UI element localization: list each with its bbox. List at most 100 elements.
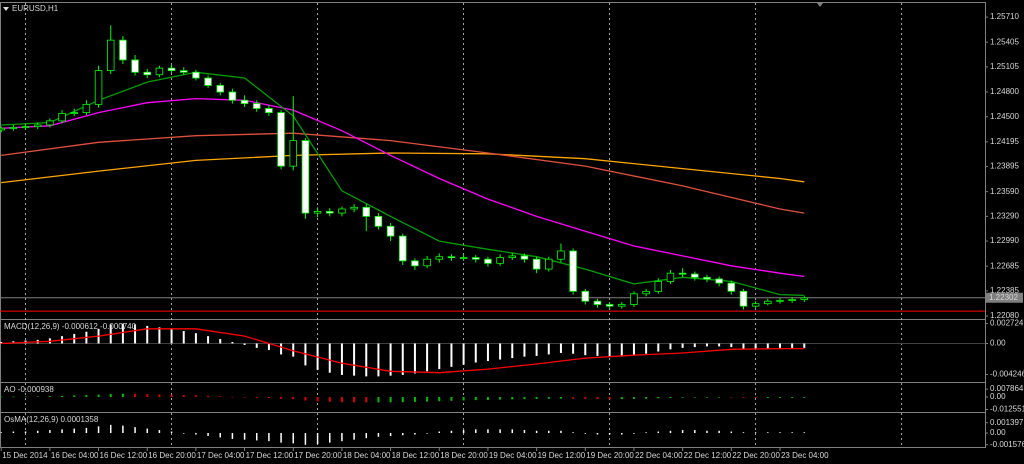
candle-body xyxy=(167,67,176,72)
menu-triangle[interactable] xyxy=(3,7,9,11)
candle-body xyxy=(618,304,626,307)
histogram-bar xyxy=(231,433,234,439)
histogram-bar xyxy=(450,343,453,367)
y-tick-label: 0.00 xyxy=(990,339,1006,348)
y-tick-label: -0.001576 xyxy=(990,440,1024,449)
histogram-bar xyxy=(255,433,258,441)
histogram-bar xyxy=(779,432,781,434)
x-tick-label: 17 Dec 04:00 xyxy=(197,451,245,460)
candle-body xyxy=(277,112,285,167)
y-tick-label: 1.22385 xyxy=(990,286,1019,295)
candle-body xyxy=(21,126,30,129)
candle-body xyxy=(70,112,78,115)
histogram-bar xyxy=(657,397,660,399)
histogram-bar xyxy=(146,428,148,434)
candle-body xyxy=(265,108,273,114)
indicator-line xyxy=(1,97,805,278)
histogram-bar xyxy=(632,397,635,399)
candle-body xyxy=(192,71,200,79)
histogram-bar xyxy=(97,394,100,397)
histogram-bar xyxy=(754,432,757,434)
histogram-bar xyxy=(73,428,75,434)
histogram-bar xyxy=(328,397,331,402)
candle-body xyxy=(435,256,444,260)
y-tick-label: 1.24195 xyxy=(990,137,1019,146)
histogram-bar xyxy=(705,343,708,347)
histogram-bar xyxy=(694,430,696,434)
histogram-bar xyxy=(413,397,416,402)
histogram-bar xyxy=(292,343,295,357)
histogram-bar xyxy=(328,343,331,373)
y-tick-label: 0.001397 xyxy=(990,418,1024,427)
candle-body xyxy=(678,272,687,275)
histogram-bar xyxy=(791,343,794,348)
y-tick-label: 0.002724 xyxy=(990,319,1024,328)
histogram-bar xyxy=(134,393,137,397)
histogram-bar xyxy=(304,397,307,401)
histogram-bar xyxy=(548,430,550,434)
candle-body xyxy=(703,276,711,280)
x-tick-label: 16 Dec 04:00 xyxy=(51,451,99,460)
candle-body xyxy=(508,255,517,258)
candle-body xyxy=(776,299,784,302)
candle-body xyxy=(545,258,553,270)
histogram-bar xyxy=(778,343,781,348)
histogram-bar xyxy=(365,343,368,377)
x-tick-label: 23 Dec 04:00 xyxy=(781,451,829,460)
y-tick-label: 1.24500 xyxy=(990,112,1019,121)
histogram-bar xyxy=(24,431,27,434)
histogram-bar xyxy=(329,433,331,443)
x-tick-label: 19 Dec 20:00 xyxy=(586,451,634,460)
histogram-bar xyxy=(742,397,745,398)
histogram-bar xyxy=(0,396,3,398)
histogram-bar xyxy=(401,343,404,375)
histogram-bar xyxy=(559,343,562,353)
candle-body xyxy=(569,250,577,292)
histogram-bar xyxy=(681,397,684,398)
histogram-bar xyxy=(194,395,197,397)
histogram-bar xyxy=(340,343,343,375)
histogram-bar xyxy=(158,327,161,344)
candle-body xyxy=(654,281,663,292)
candle-body xyxy=(58,113,66,122)
histogram-bar xyxy=(584,433,587,434)
histogram-bar xyxy=(207,336,210,344)
histogram-bar xyxy=(231,396,234,398)
histogram-bar xyxy=(596,397,599,399)
histogram-bar xyxy=(158,394,161,397)
histogram-bar xyxy=(340,397,343,403)
candle-body xyxy=(484,258,492,264)
histogram-bar xyxy=(596,433,599,435)
candle-body xyxy=(459,257,468,259)
histogram-bar xyxy=(547,343,550,355)
histogram-bar xyxy=(560,430,562,434)
histogram-bar xyxy=(219,339,222,344)
indicator-line xyxy=(1,71,805,297)
candle-body xyxy=(9,127,18,129)
histogram-bar xyxy=(231,342,234,344)
histogram-bar xyxy=(681,430,684,434)
candle-body xyxy=(326,211,334,214)
histogram-bar xyxy=(730,397,733,398)
histogram-bar xyxy=(572,397,575,399)
x-tick-label: 15 Dec 2014 xyxy=(2,451,48,460)
histogram-bar xyxy=(778,397,781,398)
candle-body xyxy=(374,215,383,227)
histogram-bar xyxy=(402,433,404,436)
histogram-bar xyxy=(0,432,2,434)
histogram-bar xyxy=(182,395,185,397)
histogram-bar xyxy=(182,433,185,434)
histogram-bar xyxy=(620,397,623,400)
histogram-bar xyxy=(633,433,635,434)
histogram-bar xyxy=(353,397,356,403)
histogram-bar xyxy=(645,397,648,399)
histogram-bar xyxy=(486,343,489,362)
histogram-bar xyxy=(450,430,453,434)
histogram-bar xyxy=(718,397,721,398)
y-tick-label: 1.23895 xyxy=(990,162,1019,171)
histogram-bar xyxy=(803,432,806,434)
histogram-bar xyxy=(365,397,368,403)
histogram-bar xyxy=(146,325,149,344)
histogram-bar xyxy=(292,433,294,444)
histogram-bar xyxy=(803,343,806,348)
